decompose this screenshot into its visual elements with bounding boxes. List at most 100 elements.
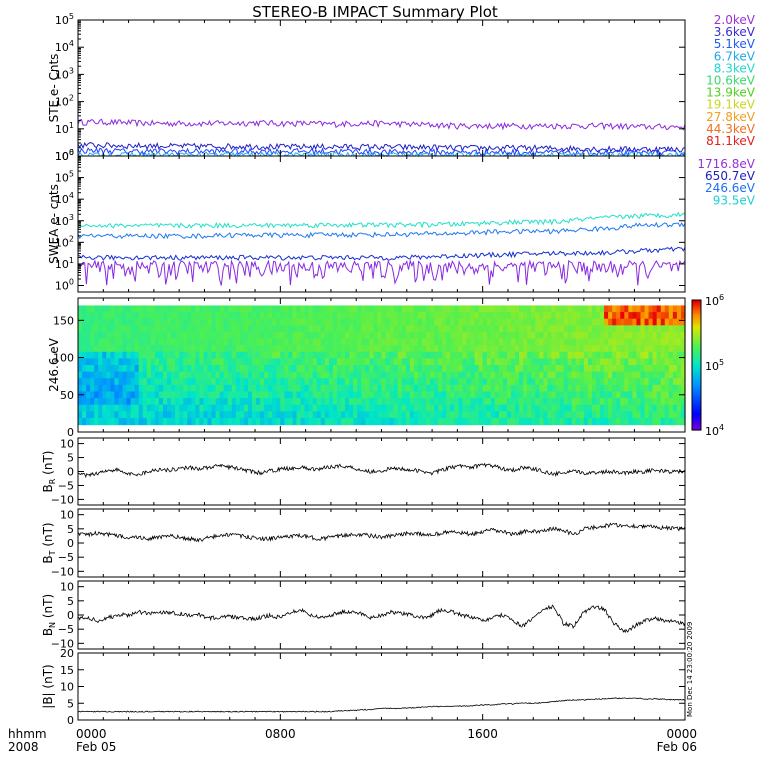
heatmap-cell xyxy=(519,411,524,419)
heatmap-cell xyxy=(397,345,403,353)
heatmap-cell xyxy=(381,411,387,419)
heatmap-cell xyxy=(272,417,277,426)
heatmap-cell xyxy=(235,371,241,379)
heatmap-cell xyxy=(118,312,124,320)
heatmap-cell xyxy=(676,318,682,326)
heatmap-cell xyxy=(227,404,233,412)
heatmap-cell xyxy=(207,371,213,379)
heatmap-cell xyxy=(349,358,354,366)
series-line-BN xyxy=(77,604,686,634)
heatmap-cell xyxy=(620,318,625,326)
heatmap-cell xyxy=(644,371,650,379)
heatmap-cell xyxy=(555,305,561,313)
heatmap-cell xyxy=(268,417,273,426)
heatmap-cell xyxy=(175,417,180,426)
colorbar-cell xyxy=(692,326,701,329)
heatmap-cell xyxy=(389,345,395,353)
heatmap-cell xyxy=(114,318,120,326)
heatmap-cell xyxy=(86,305,91,313)
colorbar-cell xyxy=(692,397,701,401)
heatmap-cell xyxy=(409,325,415,333)
heatmap-cell xyxy=(328,404,334,412)
heatmap-cell xyxy=(219,384,225,393)
heatmap-cell xyxy=(409,365,415,373)
heatmap-cell xyxy=(575,417,581,426)
heatmap-cell xyxy=(247,345,253,353)
heatmap-cell xyxy=(102,305,107,313)
heatmap-cell xyxy=(458,398,464,406)
heatmap-cell xyxy=(531,378,536,386)
heatmap-cell xyxy=(648,411,654,419)
heatmap-cell xyxy=(438,398,443,406)
heatmap-cell xyxy=(183,384,188,393)
heatmap-cell xyxy=(668,371,674,379)
heatmap-cell xyxy=(587,338,593,346)
heatmap-cell xyxy=(102,411,107,419)
heatmap-cell xyxy=(664,384,670,393)
heatmap-cell xyxy=(252,391,257,399)
heatmap-cell xyxy=(110,358,116,366)
heatmap-cell xyxy=(539,318,544,326)
heatmap-cell xyxy=(478,325,484,333)
heatmap-cell xyxy=(640,345,646,353)
heatmap-cell xyxy=(167,358,172,366)
legend-entry-2.0keV: 2.0keV xyxy=(714,13,756,27)
heatmap-cell xyxy=(268,331,273,340)
heatmap-cell xyxy=(417,371,423,379)
heatmap-cell xyxy=(567,312,573,320)
heatmap-cell xyxy=(106,391,111,399)
heatmap-cell xyxy=(494,351,500,359)
heatmap-cell xyxy=(369,338,375,346)
heatmap-cell xyxy=(624,411,629,419)
heatmap-cell xyxy=(336,417,342,426)
heatmap-cell xyxy=(385,365,391,373)
heatmap-cell xyxy=(527,338,532,346)
heatmap-cell xyxy=(438,318,443,326)
heatmap-cell xyxy=(183,404,188,412)
heatmap-cell xyxy=(207,351,213,359)
heatmap-cell xyxy=(539,371,544,379)
heatmap-cell xyxy=(640,411,646,419)
heatmap-cell xyxy=(304,305,310,313)
heatmap-cell xyxy=(450,331,455,340)
heatmap-cell xyxy=(474,398,480,406)
heatmap-cell xyxy=(648,371,654,379)
heatmap-cell xyxy=(668,417,674,426)
heatmap-cell xyxy=(539,312,544,320)
heatmap-cell xyxy=(361,391,366,399)
heatmap-cell xyxy=(191,325,196,333)
heatmap-cell xyxy=(450,312,455,320)
heatmap-cell xyxy=(154,318,160,326)
heatmap-cell xyxy=(450,358,455,366)
heatmap-cell xyxy=(604,338,609,346)
heatmap-cell xyxy=(652,351,658,359)
heatmap-cell xyxy=(231,325,237,333)
colorbar-cell xyxy=(692,399,701,403)
heatmap-cell xyxy=(656,305,662,313)
heatmap-cell xyxy=(377,371,383,379)
heatmap-cell xyxy=(676,358,682,366)
colorbar-cell xyxy=(692,341,701,344)
heatmap-cell xyxy=(365,417,370,426)
heatmap-cell xyxy=(276,417,281,426)
heatmap-cell xyxy=(171,331,176,340)
heatmap-cell xyxy=(660,404,666,412)
heatmap-cell xyxy=(199,331,205,340)
heatmap-cell xyxy=(579,312,585,320)
heatmap-cell xyxy=(519,365,524,373)
heatmap-cell xyxy=(191,391,196,399)
heatmap-cell xyxy=(308,398,314,406)
heatmap-cell xyxy=(264,305,269,313)
heatmap-cell xyxy=(421,345,427,353)
heatmap-cell xyxy=(199,305,205,313)
heatmap-cell xyxy=(308,338,314,346)
heatmap-cell xyxy=(82,404,87,412)
heatmap-cell xyxy=(640,417,646,426)
heatmap-cell xyxy=(506,417,512,426)
heatmap-cell xyxy=(498,345,504,353)
heatmap-cell xyxy=(426,398,431,406)
heatmap-cell xyxy=(676,325,682,333)
heatmap-cell xyxy=(353,384,358,393)
heatmap-cell xyxy=(397,325,403,333)
heatmap-cell xyxy=(300,378,306,386)
